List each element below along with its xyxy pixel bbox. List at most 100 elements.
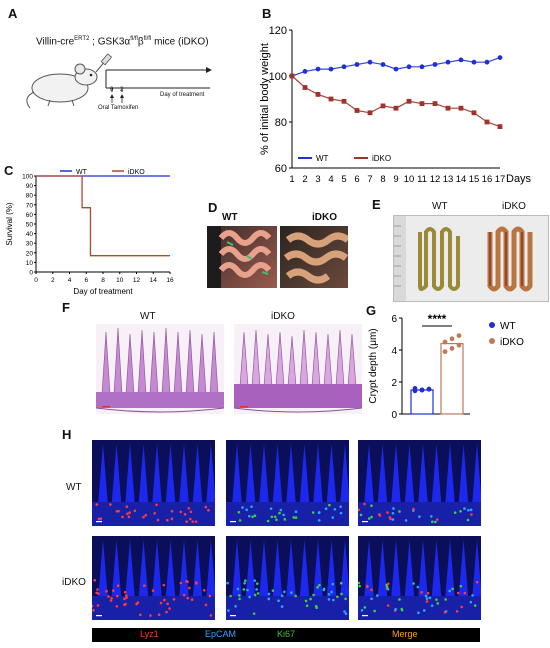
stain-dot: [358, 584, 361, 588]
stain-dot: [99, 517, 103, 521]
stain-dot: [339, 505, 342, 508]
stain-dot: [95, 503, 99, 506]
stain-dot: [324, 507, 328, 511]
stain-dot: [188, 586, 191, 590]
idko-point: [315, 92, 321, 97]
stain-dot: [241, 506, 244, 509]
stain-merge: Merge: [392, 629, 418, 639]
stain-dot: [469, 600, 473, 604]
stain-dot: [162, 583, 166, 587]
stain-dot: [459, 509, 462, 513]
x-tick-label: 7: [367, 174, 372, 185]
stain-dot: [125, 596, 128, 599]
stain-dot: [471, 594, 474, 597]
stain-dot: [156, 518, 160, 522]
title-sup-flfl-2: fl/fl: [143, 36, 152, 42]
villus-shape: [313, 540, 323, 600]
data-point-idko: [449, 346, 455, 351]
syringe-icon: [95, 53, 113, 73]
wt-intestine-photo: [207, 226, 277, 288]
villus-shape: [259, 540, 269, 600]
stain-dot: [336, 595, 339, 599]
stain-dot: [394, 607, 397, 611]
stain-dot: [116, 584, 120, 588]
stain-dot: [463, 591, 467, 595]
wt-point: [341, 64, 347, 70]
stain-dot: [322, 587, 326, 591]
stain-dot: [428, 596, 432, 600]
stain-dot: [327, 593, 331, 596]
villus-shape: [259, 444, 269, 506]
stain-dot: [330, 590, 333, 594]
wt-point: [354, 62, 360, 67]
villus-shape: [364, 540, 374, 600]
scale-bar: [362, 615, 368, 617]
idko-point: [497, 124, 503, 129]
stain-dot: [144, 513, 147, 517]
scale-bar: [96, 615, 102, 617]
stain-dot: [250, 505, 253, 508]
villus-shape: [377, 444, 388, 506]
villus-shape: [245, 444, 256, 506]
stain-dot: [247, 514, 251, 518]
fluorescence-drawing: [92, 540, 215, 620]
stain-dot: [436, 602, 440, 605]
x-tick-label: 12: [133, 277, 141, 284]
idko-point: [484, 119, 490, 125]
stain-dot: [426, 591, 430, 595]
stain-dot: [117, 509, 120, 513]
stain-dot: [253, 579, 257, 582]
idko-point: [393, 105, 399, 111]
stain-dot: [166, 602, 169, 606]
stain-dot: [473, 604, 477, 607]
stain-dot: [370, 597, 373, 601]
x-tick-label: 6: [84, 277, 88, 284]
panel-label-a: A: [8, 6, 18, 21]
x-tick-label: 17: [495, 174, 506, 185]
panel-label-h: H: [62, 427, 72, 442]
stain-dot: [412, 507, 415, 511]
villus-shape: [431, 540, 442, 600]
stain-dot: [183, 512, 187, 516]
ko-intestine-photo: [280, 226, 348, 288]
stain-dot: [255, 582, 259, 585]
stain-dot: [431, 520, 434, 524]
y-tick-label: 70: [26, 202, 34, 209]
stain-dot: [273, 515, 277, 519]
villus-shape: [326, 444, 337, 506]
stain-dot: [182, 593, 186, 597]
stain-dot: [128, 511, 132, 514]
row-ko-label: iDKO: [62, 577, 86, 588]
y-axis-title: Crypt depth (μm): [368, 328, 379, 403]
stain-dot: [412, 582, 415, 585]
y-tick-label: 0: [391, 410, 397, 421]
legend-idko-dot: [489, 338, 495, 344]
stain-dot: [153, 511, 156, 515]
villus-shape: [98, 540, 108, 600]
y-tick-label: 60: [26, 212, 34, 219]
villus-shape: [364, 444, 374, 506]
stain-dot: [243, 581, 246, 585]
stain-dot: [317, 511, 321, 514]
stain-legend: Lyz1 EpCAM Ki67 Merge: [92, 628, 480, 642]
villus-shape: [418, 444, 428, 506]
stain-dot: [185, 520, 188, 523]
stain-dot: [267, 597, 271, 601]
stain-dot: [238, 597, 241, 601]
wt-point: [367, 59, 373, 65]
legend-idko-label: iDKO: [372, 154, 391, 163]
villus-shape: [232, 540, 242, 600]
stain-dot: [155, 503, 158, 507]
villus-shape: [179, 540, 189, 600]
stain-dot: [370, 504, 373, 508]
crypt-depth-chart: 0 2 4 6 Crypt depth (μm) **** WT iDKO: [368, 312, 524, 421]
stain-dot: [204, 505, 208, 509]
panel-label-b: B: [262, 6, 272, 21]
y-tick-label: 90: [26, 183, 34, 190]
stain-dot: [282, 513, 285, 517]
wt-point: [471, 59, 477, 65]
stain-dot: [429, 515, 433, 518]
villus-shape: [404, 540, 415, 600]
stain-dot: [460, 605, 464, 609]
